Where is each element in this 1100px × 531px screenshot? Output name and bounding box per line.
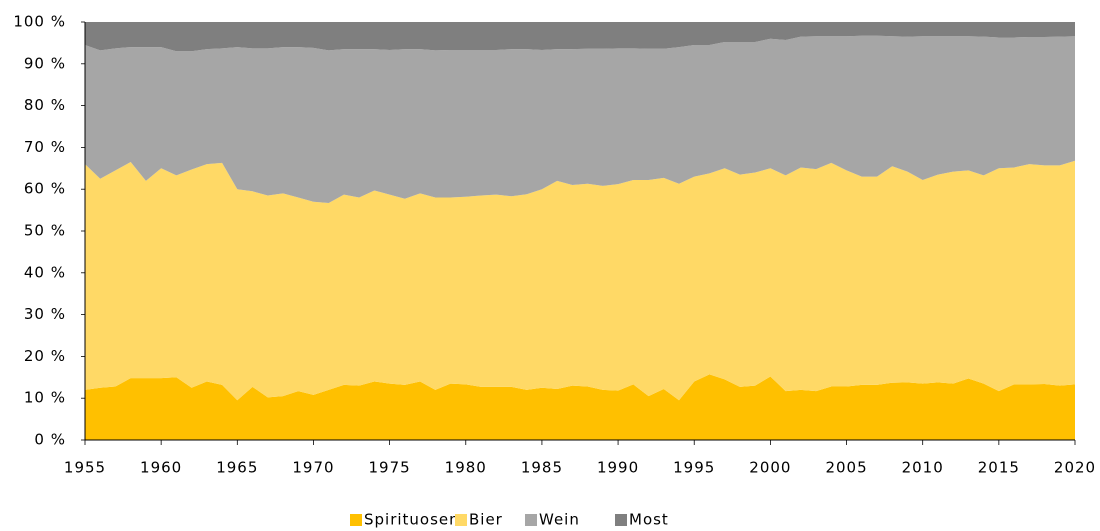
y-tick-label: 30 %: [24, 305, 66, 323]
x-tick-label: 1955: [64, 459, 106, 477]
y-tick-label: 20 %: [24, 347, 66, 365]
x-tick-label: 1995: [673, 459, 715, 477]
y-tick-label: 0 %: [34, 431, 66, 449]
y-tick-label: 10 %: [24, 389, 66, 407]
area: [85, 22, 1075, 52]
y-tick-label: 70 %: [24, 138, 66, 156]
x-tick-label: 1990: [597, 459, 639, 477]
x-tick-label: 1970: [292, 459, 334, 477]
legend-swatch: [525, 514, 537, 526]
legend-swatch: [350, 514, 362, 526]
area: [85, 374, 1075, 440]
x-tick-label: 2010: [902, 459, 944, 477]
legend-label: Most: [629, 511, 669, 529]
legend-label: Spirituosen: [364, 511, 460, 529]
x-tick-label: 2000: [749, 459, 791, 477]
x-tick-label: 1980: [445, 459, 487, 477]
x-tick-label: 2020: [1054, 459, 1096, 477]
y-tick-label: 60 %: [24, 180, 66, 198]
y-tick-label: 90 %: [24, 54, 66, 72]
x-tick-label: 1985: [521, 459, 563, 477]
x-tick-label: 2005: [825, 459, 867, 477]
legend-label: Bier: [469, 511, 503, 529]
area: [85, 35, 1075, 203]
area: [85, 160, 1075, 401]
x-tick-label: 1975: [369, 459, 411, 477]
y-tick-label: 80 %: [24, 96, 66, 114]
legend-swatch: [615, 514, 627, 526]
y-tick-label: 40 %: [24, 263, 66, 281]
legend-swatch: [455, 514, 467, 526]
y-tick-label: 100 %: [13, 13, 66, 31]
x-tick-label: 1960: [140, 459, 182, 477]
x-tick-label: 1965: [216, 459, 258, 477]
legend-label: Wein: [539, 511, 580, 529]
y-tick-label: 50 %: [24, 222, 66, 240]
x-tick-label: 2015: [978, 459, 1020, 477]
